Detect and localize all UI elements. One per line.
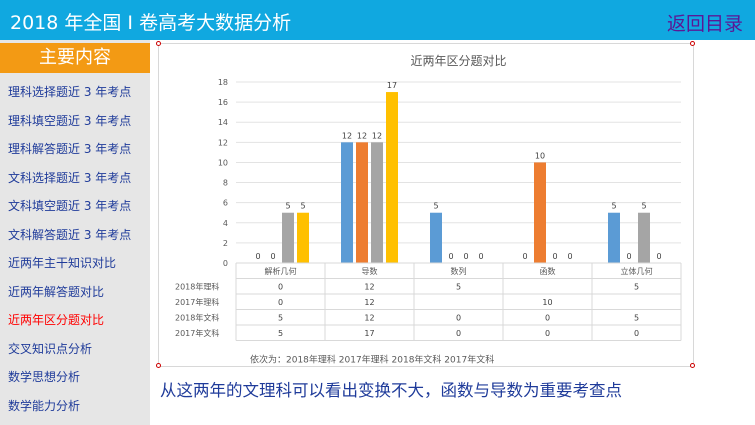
table-row-label: 2018年理科: [175, 282, 219, 292]
sidebar-item[interactable]: 近两年主干知识对比: [8, 256, 117, 270]
data-label: 12: [372, 131, 382, 140]
bar: [356, 142, 368, 263]
data-label: 17: [387, 81, 397, 90]
data-label: 0: [463, 252, 468, 261]
resize-handle[interactable]: [156, 363, 161, 368]
back-to-contents-link[interactable]: 返回目录: [666, 13, 743, 35]
sidebar-item[interactable]: 数学思想分析: [8, 370, 81, 384]
page-title: 2018 年全国 I 卷高考大数据分析: [10, 12, 292, 34]
table-cell: 5: [278, 314, 283, 323]
table-cell: 0: [456, 329, 461, 338]
y-tick-label: 12: [218, 138, 228, 147]
bar: [371, 142, 383, 263]
chart-frame[interactable]: 近两年区分题对比 0 2 4 6 8 10 12 14 16 18 0 0 5 5 12 12 12 17 5 0 0 0 0…: [158, 43, 694, 367]
resize-handle[interactable]: [690, 41, 695, 46]
x-category-label: 立体几何: [621, 266, 653, 276]
bar: [386, 92, 398, 263]
data-label: 5: [611, 202, 616, 211]
table-cell: 0: [456, 314, 461, 323]
table-cell: 0: [545, 329, 550, 338]
x-category-label: 数列: [451, 266, 467, 276]
sidebar-item[interactable]: 理科解答题近 3 年考点: [8, 142, 132, 156]
sidebar: 主要内容 理科选择题近 3 年考点 理科填空题近 3 年考点 理科解答题近 3 …: [0, 40, 150, 425]
data-label: 5: [641, 202, 646, 211]
bar-chart: 近两年区分题对比 0 2 4 6 8 10 12 14 16 18 0 0 5 5 12 12 12 17 5 0 0 0 0…: [175, 54, 682, 366]
bar: [534, 162, 546, 263]
table-row-label: 2017年理科: [175, 297, 219, 307]
data-label: 0: [448, 252, 453, 261]
x-category-label: 导数: [362, 266, 378, 276]
bar: [608, 212, 620, 263]
sidebar-item[interactable]: 近两年解答题对比: [8, 284, 105, 299]
conclusion-text: 从这两年的文理科可以看出变换不大，函数与导数为重要考查点: [160, 381, 622, 400]
sidebar-menu: 理科选择题近 3 年考点 理科填空题近 3 年考点 理科解答题近 3 年考点 文…: [8, 80, 131, 422]
bar: [297, 212, 309, 263]
table-cell: 0: [278, 298, 283, 307]
data-label: 0: [255, 252, 260, 261]
data-label: 12: [342, 131, 352, 140]
y-tick-label: 18: [218, 78, 228, 87]
table-cell: 17: [364, 329, 374, 338]
sidebar-item[interactable]: 理科填空题近 3 年考点: [8, 113, 132, 128]
sidebar-heading: 主要内容: [0, 43, 150, 73]
y-tick-label: 8: [223, 179, 228, 188]
sidebar-item[interactable]: 数学能力分析: [8, 398, 81, 413]
table-row-label: 2017年文科: [175, 328, 219, 338]
data-label: 0: [478, 252, 483, 261]
table-cell: 12: [364, 283, 374, 292]
table-cell: 12: [364, 298, 374, 307]
table-cell: 5: [456, 283, 461, 292]
y-tick-label: 6: [223, 199, 228, 208]
table-cell: 0: [278, 283, 283, 292]
sidebar-item[interactable]: 文科选择题近 3 年考点: [8, 170, 132, 185]
table-cell: 0: [634, 329, 639, 338]
data-label: 0: [270, 252, 275, 261]
y-tick-label: 10: [218, 158, 228, 167]
data-label: 12: [357, 131, 367, 140]
data-label: 5: [433, 202, 438, 211]
table-cell: 10: [542, 298, 552, 307]
table-cell: 12: [364, 314, 374, 323]
x-category-label: 解析几何: [265, 266, 297, 276]
data-label: 0: [626, 252, 631, 261]
y-tick-label: 0: [223, 259, 228, 268]
sidebar-item[interactable]: 文科填空题近 3 年考点: [8, 199, 132, 213]
bar: [430, 212, 442, 263]
data-label: 0: [552, 252, 557, 261]
bar: [341, 142, 353, 263]
table-cell: 5: [278, 329, 283, 338]
resize-handle[interactable]: [690, 363, 695, 368]
data-label: 0: [522, 252, 527, 261]
top-bar: 2018 年全国 I 卷高考大数据分析 返回目录: [0, 0, 755, 40]
data-label: 5: [285, 202, 290, 211]
y-tick-label: 2: [223, 239, 228, 248]
data-label: 10: [535, 151, 545, 160]
table-cell: 5: [634, 314, 639, 323]
sidebar-item[interactable]: 理科选择题近 3 年考点: [8, 85, 132, 99]
sidebar-item-active[interactable]: 近两年区分题对比: [8, 313, 105, 327]
y-tick-label: 16: [218, 98, 228, 107]
sidebar-item[interactable]: 文科解答题近 3 年考点: [8, 227, 132, 242]
data-label: 5: [300, 202, 305, 211]
y-tick-label: 4: [223, 219, 228, 228]
y-tick-label: 14: [218, 118, 228, 127]
x-category-label: 函数: [540, 266, 556, 276]
table-cell: 5: [634, 283, 639, 292]
sidebar-item[interactable]: 交叉知识点分析: [8, 341, 93, 356]
bar: [282, 212, 294, 263]
chart-title: 近两年区分题对比: [410, 54, 506, 68]
table-cell: 0: [545, 314, 550, 323]
resize-handle[interactable]: [156, 41, 161, 46]
bar: [638, 212, 650, 263]
chart-caption: 依次为：2018年理科 2017年理科 2018年文科 2017年文科: [250, 354, 494, 366]
data-label: 0: [656, 252, 661, 261]
data-label: 0: [567, 252, 572, 261]
table-row-label: 2018年文科: [175, 313, 219, 323]
